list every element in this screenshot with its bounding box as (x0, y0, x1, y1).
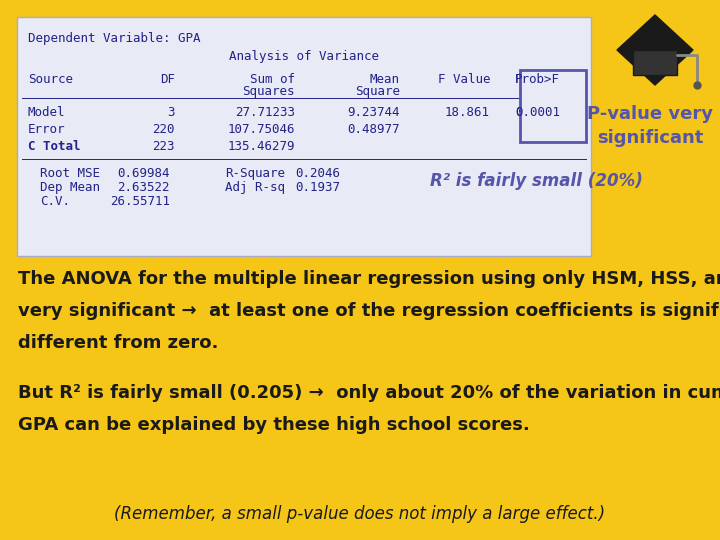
Text: very significant →  at least one of the regression coefficients is significantly: very significant → at least one of the r… (18, 302, 720, 320)
Text: C Total: C Total (28, 140, 81, 153)
Polygon shape (617, 15, 693, 85)
Text: Root MSE: Root MSE (40, 167, 100, 180)
Text: The ANOVA for the multiple linear regression using only HSM, HSS, and HSE is: The ANOVA for the multiple linear regres… (18, 270, 720, 288)
Text: Squares: Squares (243, 85, 295, 98)
Text: 18.861: 18.861 (445, 106, 490, 119)
Text: 27.71233: 27.71233 (235, 106, 295, 119)
Text: 26.55711: 26.55711 (110, 195, 170, 208)
Text: Square: Square (355, 85, 400, 98)
Text: Sum of: Sum of (250, 73, 295, 86)
Text: 0.0001: 0.0001 (515, 106, 560, 119)
Text: (Remember, a small p-value does not imply a large effect.): (Remember, a small p-value does not impl… (114, 505, 606, 523)
Text: 0.0001: 0.0001 (515, 106, 560, 119)
Text: 3: 3 (168, 106, 175, 119)
Text: Prob>F: Prob>F (515, 73, 560, 86)
Text: Prob>F: Prob>F (515, 73, 560, 86)
Text: Error: Error (28, 123, 66, 136)
Text: 0.69984: 0.69984 (117, 167, 170, 180)
Text: Source: Source (28, 73, 73, 86)
Text: F Value: F Value (438, 73, 490, 86)
Text: P-value very
significant: P-value very significant (587, 105, 713, 146)
Text: 2.63522: 2.63522 (117, 181, 170, 194)
Text: Dep Mean: Dep Mean (40, 181, 100, 194)
Text: 223: 223 (153, 140, 175, 153)
Text: 107.75046: 107.75046 (228, 123, 295, 136)
Text: 220: 220 (153, 123, 175, 136)
Text: 0.48977: 0.48977 (348, 123, 400, 136)
Text: Mean: Mean (370, 73, 400, 86)
Text: C.V.: C.V. (40, 195, 70, 208)
Text: But R² is fairly small (0.205) →  only about 20% of the variation in cumulative: But R² is fairly small (0.205) → only ab… (18, 384, 720, 402)
Text: Dependent Variable: GPA: Dependent Variable: GPA (28, 32, 200, 45)
Text: R-Square: R-Square (225, 167, 285, 180)
Text: Model: Model (28, 106, 66, 119)
Text: 0.1937: 0.1937 (295, 181, 340, 194)
Text: R² is fairly small (20%): R² is fairly small (20%) (430, 172, 643, 190)
FancyBboxPatch shape (17, 17, 591, 256)
Bar (520, 70, 586, 142)
Text: 9.23744: 9.23744 (348, 106, 400, 119)
Text: different from zero.: different from zero. (18, 334, 218, 352)
Text: 0.2046: 0.2046 (295, 167, 340, 180)
Polygon shape (633, 50, 677, 75)
Text: Analysis of Variance: Analysis of Variance (229, 50, 379, 63)
Text: Adj R-sq: Adj R-sq (225, 181, 285, 194)
Text: GPA can be explained by these high school scores.: GPA can be explained by these high schoo… (18, 416, 530, 434)
Text: 135.46279: 135.46279 (228, 140, 295, 153)
Text: DF: DF (160, 73, 175, 86)
